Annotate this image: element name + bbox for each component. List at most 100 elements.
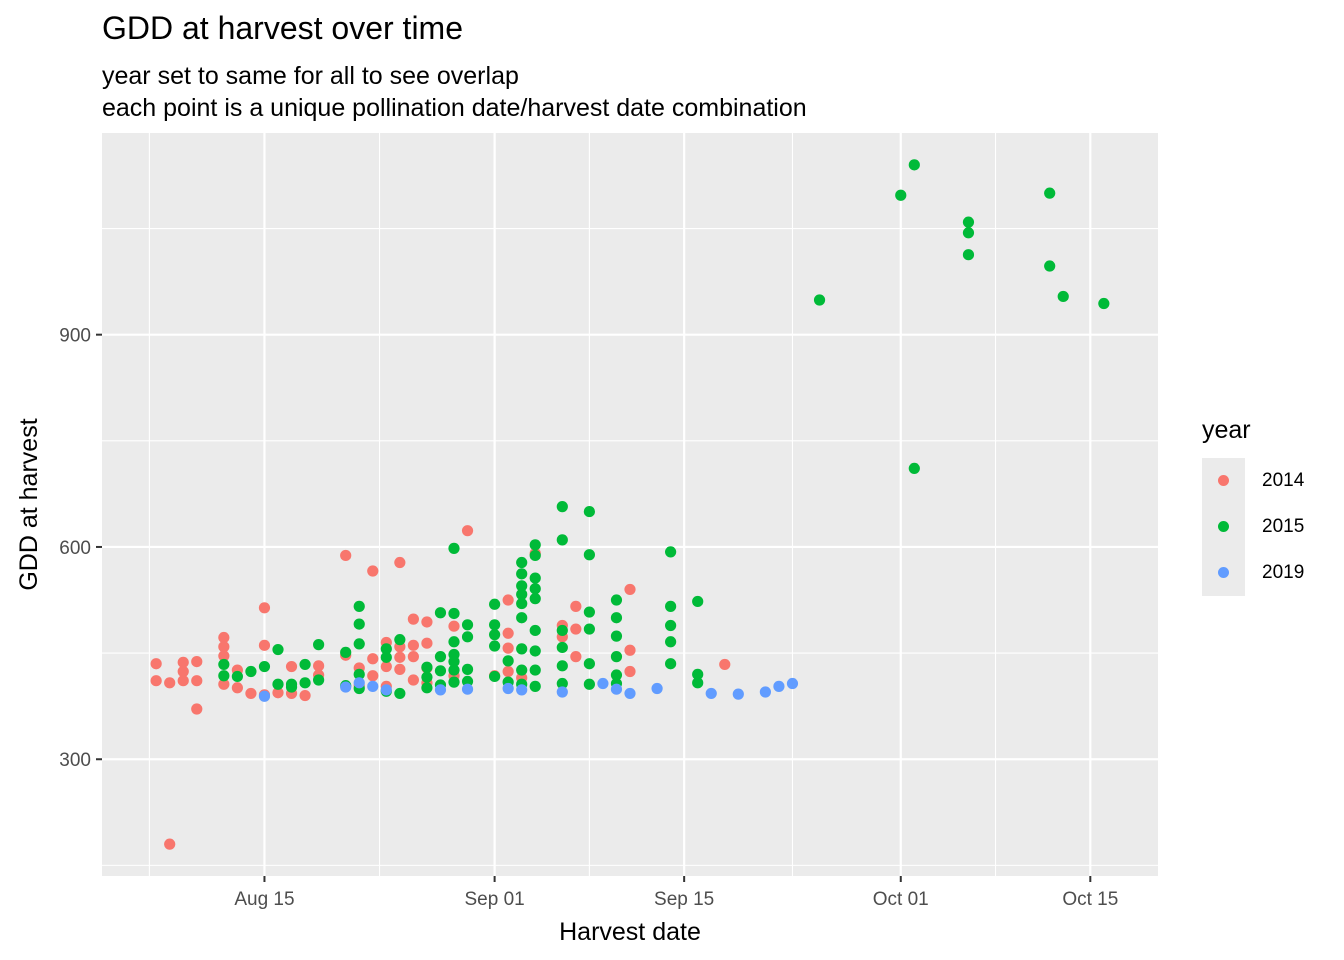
data-point-2014	[421, 637, 433, 649]
data-point-2019	[624, 687, 636, 700]
data-point-2015	[516, 597, 528, 610]
data-point-2015	[529, 539, 541, 551]
data-point-2019	[732, 688, 744, 700]
data-point-2015	[516, 556, 528, 569]
data-point-2015	[461, 631, 474, 643]
data-point-2019	[786, 677, 799, 690]
data-point-2015	[448, 664, 460, 676]
data-point-2015	[394, 687, 406, 700]
data-point-2015	[394, 634, 406, 646]
data-point-2019	[759, 686, 771, 698]
data-point-2014	[624, 583, 636, 596]
legend-key	[1202, 550, 1245, 596]
data-point-2015	[556, 660, 568, 672]
data-point-2014	[407, 639, 419, 651]
data-point-2014	[285, 660, 298, 673]
subtitle-line: year set to same for all to see overlap	[102, 62, 519, 90]
data-point-2015	[610, 651, 623, 663]
data-point-2015	[313, 674, 325, 686]
data-point-2015	[610, 612, 623, 624]
data-point-2015	[516, 664, 528, 676]
data-point-2014	[231, 682, 243, 694]
data-point-2015	[665, 546, 677, 558]
data-point-2015	[1098, 297, 1110, 310]
data-point-2014	[150, 658, 162, 670]
legend-item-2015: 2015	[1202, 504, 1304, 550]
data-point-2015	[434, 651, 447, 663]
data-point-2015	[583, 549, 595, 561]
data-point-2014	[421, 616, 433, 628]
chart-subtitle: year set to same for all to see overlap …	[102, 60, 807, 124]
legend-key	[1202, 458, 1245, 504]
data-point-2014	[394, 651, 406, 663]
data-point-2014	[570, 600, 582, 612]
data-point-2015	[1044, 260, 1056, 272]
data-point-2015	[962, 216, 975, 228]
data-point-2015	[529, 572, 541, 584]
legend-dot	[1218, 521, 1229, 532]
data-point-2015	[461, 663, 474, 675]
data-point-2015	[962, 249, 975, 261]
data-point-2015	[529, 583, 541, 595]
data-point-2014	[502, 665, 514, 678]
data-point-2019	[340, 681, 352, 693]
data-point-2015	[556, 501, 568, 513]
data-point-2014	[407, 674, 419, 686]
data-point-2014	[272, 687, 284, 699]
legend: year 2014 2015 2019	[1202, 416, 1304, 596]
data-point-2015	[245, 665, 257, 678]
data-point-2015	[908, 159, 920, 171]
y-tick-label: 600	[59, 538, 91, 559]
y-axis-title: GDD at harvest	[15, 418, 43, 590]
x-tick-label: Aug 15	[234, 889, 294, 910]
data-point-2015	[583, 505, 595, 518]
legend-label: 2014	[1262, 470, 1305, 491]
data-point-2015	[583, 606, 595, 618]
data-point-2015	[583, 658, 595, 670]
data-point-2015	[813, 294, 826, 306]
data-point-2014	[367, 653, 379, 665]
legend-dot	[1218, 567, 1229, 578]
data-point-2015	[1044, 187, 1056, 199]
x-tick-label: Sep 01	[464, 889, 524, 910]
data-point-2014	[340, 549, 352, 562]
data-point-2014	[407, 651, 419, 663]
data-point-2015	[516, 568, 528, 580]
data-point-2014	[394, 556, 406, 569]
data-point-2015	[299, 658, 311, 671]
data-point-2015	[556, 677, 568, 690]
data-point-2015	[231, 670, 243, 683]
data-point-2015	[895, 189, 907, 201]
data-point-2015	[285, 681, 298, 693]
y-tick-label: 900	[59, 326, 91, 347]
data-point-2015	[489, 629, 501, 641]
data-point-2015	[1057, 290, 1069, 303]
data-point-2015	[489, 619, 501, 631]
data-point-2015	[353, 668, 365, 680]
data-point-2015	[529, 680, 541, 692]
data-point-2015	[434, 607, 447, 619]
data-point-2014	[299, 689, 311, 702]
data-point-2015	[516, 588, 528, 600]
data-point-2015	[516, 580, 528, 592]
data-point-2014	[218, 641, 230, 653]
data-point-2015	[556, 624, 568, 637]
data-point-2015	[529, 664, 541, 676]
data-point-2015	[461, 619, 474, 631]
subtitle-line: each point is a unique pollination date/…	[102, 94, 807, 122]
data-point-2015	[218, 670, 230, 682]
data-point-2015	[665, 658, 677, 670]
data-point-2015	[692, 677, 704, 689]
data-point-2015	[529, 624, 541, 637]
data-point-2019	[516, 684, 528, 696]
y-tick-label: 300	[59, 750, 91, 771]
data-point-2014	[164, 838, 176, 850]
data-point-2014	[191, 675, 203, 687]
data-point-2019	[597, 677, 609, 690]
data-point-2015	[448, 676, 460, 688]
data-point-2015	[665, 600, 677, 612]
legend-key	[1202, 504, 1245, 550]
data-point-2014	[177, 675, 189, 687]
x-tick-label: Oct 01	[873, 889, 929, 910]
data-point-2015	[529, 645, 541, 657]
